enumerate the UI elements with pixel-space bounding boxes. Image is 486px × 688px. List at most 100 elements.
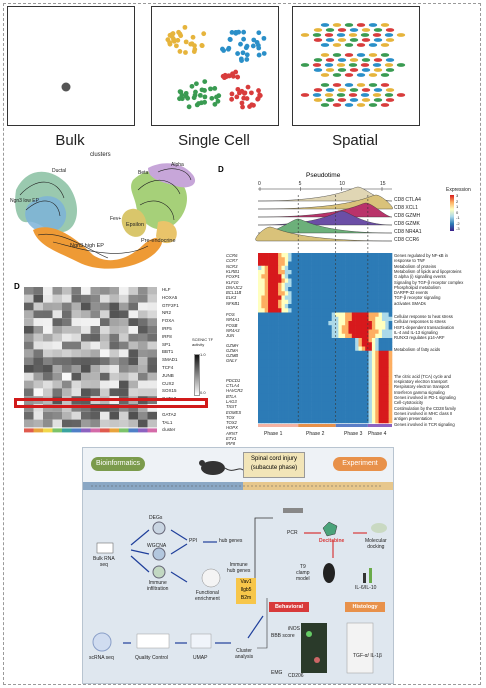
gene-label: BTLA xyxy=(226,393,237,399)
expression-cell xyxy=(335,389,339,394)
expression-cell xyxy=(321,397,326,403)
heatmap-cell xyxy=(33,357,43,365)
expression-cell xyxy=(325,350,329,356)
expression-cell xyxy=(264,359,269,364)
expression-cell xyxy=(291,397,296,403)
expression-cell xyxy=(328,295,332,301)
spot xyxy=(356,23,366,27)
heatmap-cell xyxy=(100,380,110,389)
expression-cell xyxy=(378,367,383,373)
expression-cell xyxy=(331,406,336,411)
expression-cell xyxy=(375,389,379,394)
expression-cell xyxy=(261,287,265,292)
heatmap-cell xyxy=(81,318,91,326)
expression-cell xyxy=(341,389,346,394)
expression-cell xyxy=(304,265,309,271)
expression-cell xyxy=(298,346,302,352)
expression-cell xyxy=(355,291,359,296)
expression-cell xyxy=(338,291,343,296)
expression-cell xyxy=(288,270,292,275)
expression-cell xyxy=(301,304,306,309)
expression-cell xyxy=(335,376,339,381)
expression-cell xyxy=(388,380,393,386)
heatmap-cell xyxy=(100,310,110,319)
expression-cell xyxy=(368,325,373,330)
expression-cell xyxy=(375,257,379,262)
expression-cell xyxy=(284,257,289,262)
expression-cell xyxy=(345,380,349,386)
cluster-bar xyxy=(33,428,43,433)
expression-cell xyxy=(388,304,393,309)
expression-cell xyxy=(325,376,329,381)
expression-cell xyxy=(365,346,369,352)
expression-cell xyxy=(268,359,272,364)
cluster-bar xyxy=(62,428,72,433)
expression-cell xyxy=(321,274,326,279)
expression-cell xyxy=(321,253,326,258)
expression-cell xyxy=(281,384,286,390)
expression-cell xyxy=(298,278,302,284)
expression-cell xyxy=(308,282,312,288)
expression-cell xyxy=(261,389,265,394)
expression-cell xyxy=(345,265,349,271)
expression-cell xyxy=(264,316,269,322)
cluster-bar xyxy=(52,428,62,433)
heatmap-cell xyxy=(100,411,110,420)
expression-cell xyxy=(368,389,373,394)
expression-cell xyxy=(345,414,349,420)
hub-gene-ilgb5: Ilgb5 xyxy=(240,587,252,593)
expression-cell xyxy=(351,372,356,377)
expression-cell xyxy=(338,418,343,424)
heatmap-cell xyxy=(119,294,129,303)
expression-cell xyxy=(321,308,326,313)
heatmap-cell xyxy=(24,365,34,373)
expression-cell xyxy=(281,410,286,415)
heatmap-cell xyxy=(24,287,34,295)
expression-cell xyxy=(361,346,366,352)
expression-cell xyxy=(341,308,346,313)
expression-cell xyxy=(375,274,379,279)
expression-cell xyxy=(355,359,359,364)
spot xyxy=(361,38,371,42)
expression-cell xyxy=(281,312,286,318)
expression-cell xyxy=(268,261,272,267)
cell-dot xyxy=(179,92,185,98)
expression-cell xyxy=(321,367,326,373)
heatmap-cell xyxy=(62,411,72,420)
expression-cell xyxy=(365,372,369,377)
expression-cell xyxy=(264,257,269,262)
heatmap-cell xyxy=(109,310,119,319)
expression-cell xyxy=(341,418,346,424)
spot xyxy=(349,68,359,72)
heatmap-cell xyxy=(138,302,148,311)
spot xyxy=(337,38,347,42)
expression-cell xyxy=(261,380,265,386)
expression-cell xyxy=(325,333,329,339)
cell-dot xyxy=(229,91,235,97)
spot xyxy=(320,53,330,57)
heatmap-cell xyxy=(138,380,148,389)
expression-cell xyxy=(264,401,269,407)
expression-cell xyxy=(325,282,329,288)
expression-cell xyxy=(375,261,379,267)
spot xyxy=(385,88,395,92)
expression-cell xyxy=(274,350,279,356)
expression-cell xyxy=(358,278,363,284)
heatmap-cell xyxy=(71,349,81,358)
expression-cell xyxy=(331,367,336,373)
expression-cell xyxy=(301,350,306,356)
expression-cell xyxy=(268,325,272,330)
expression-cell xyxy=(311,384,316,390)
expression-cell xyxy=(288,389,292,394)
expression-cell xyxy=(268,278,272,284)
expression-cell xyxy=(371,282,376,288)
expression-cell xyxy=(258,376,262,381)
cell-dot xyxy=(244,57,250,62)
expression-cell xyxy=(278,312,282,318)
expression-cell xyxy=(335,265,339,271)
expression-cell xyxy=(321,265,326,271)
expression-cell xyxy=(338,308,343,313)
expression-cell xyxy=(294,295,299,301)
expression-cell xyxy=(274,418,279,424)
cell-dot xyxy=(199,87,205,93)
